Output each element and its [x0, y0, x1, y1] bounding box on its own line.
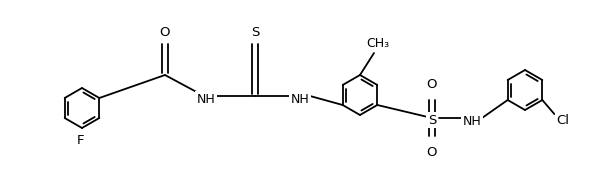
- Text: Cl: Cl: [556, 113, 569, 126]
- Text: O: O: [159, 25, 170, 39]
- Text: S: S: [251, 25, 259, 39]
- Text: NH: NH: [291, 92, 309, 105]
- Text: O: O: [427, 145, 437, 158]
- Text: O: O: [427, 78, 437, 91]
- Text: NH: NH: [197, 92, 216, 105]
- Text: NH: NH: [463, 115, 481, 127]
- Text: F: F: [76, 134, 84, 147]
- Text: S: S: [428, 113, 436, 126]
- Text: CH₃: CH₃: [367, 36, 390, 49]
